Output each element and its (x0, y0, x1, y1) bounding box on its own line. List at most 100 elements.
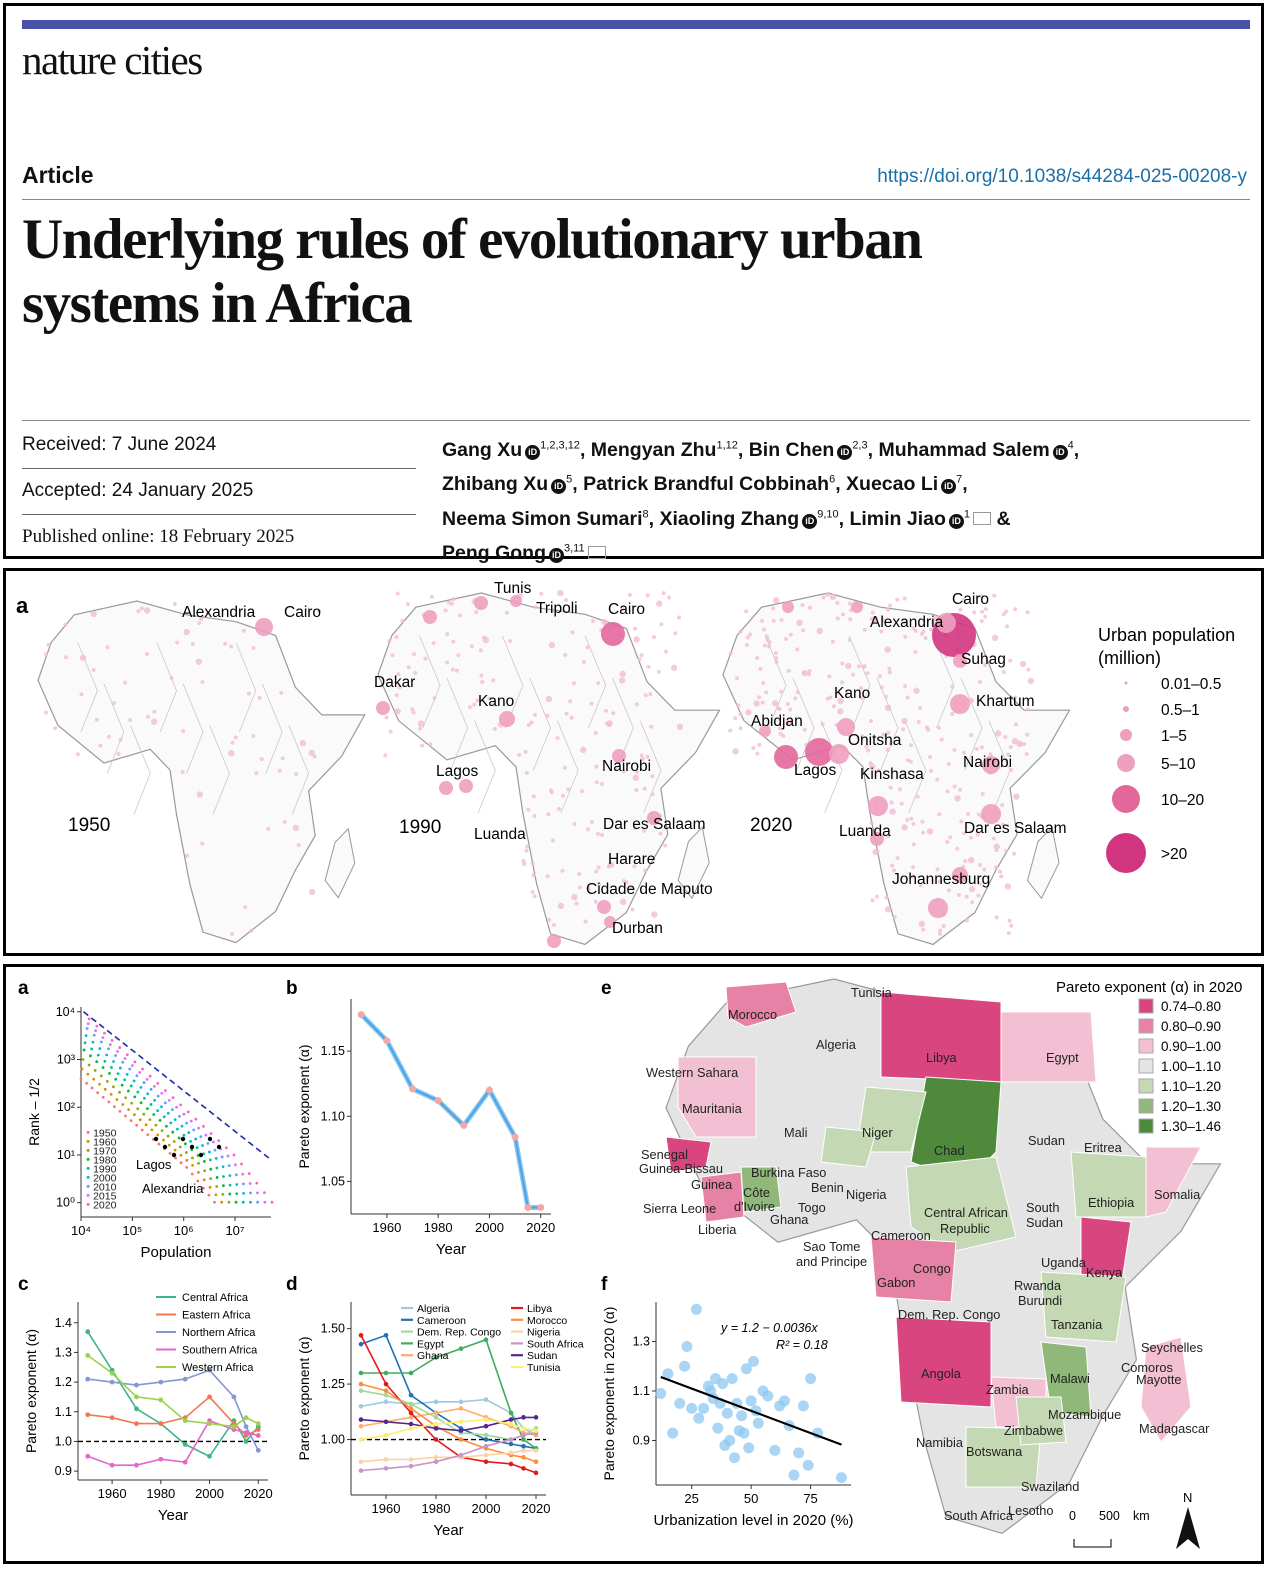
author[interactable]: Xuecao Li iD7, (846, 473, 968, 495)
settlement-dot (952, 747, 957, 752)
rank-point (173, 1118, 177, 1122)
author[interactable]: Gang Xu iD1,2,3,12, (442, 438, 591, 461)
data-point (458, 1452, 464, 1458)
settlement-dot (294, 772, 299, 777)
settlement-dot (312, 754, 317, 759)
settlement-dot (946, 762, 951, 767)
rank-point (96, 1053, 100, 1057)
settlement-dot (884, 694, 889, 699)
settlement-dot (406, 665, 411, 670)
email-icon[interactable] (587, 546, 606, 559)
author[interactable]: Peng Gong iD3,11 (442, 542, 606, 564)
settlement-dot (901, 717, 908, 725)
rank-point (129, 1119, 133, 1123)
y-tick-label: 1.00 (321, 1433, 345, 1447)
rank-point (255, 1181, 259, 1185)
settlement-dot (517, 752, 522, 757)
author[interactable]: Limin Jiao iD1 & (849, 507, 1011, 530)
orcid-icon[interactable]: iD (941, 479, 957, 494)
settlement-dot (551, 922, 556, 927)
orcid-icon[interactable]: iD (525, 444, 541, 460)
data-point (85, 1412, 91, 1418)
settlement-dot (394, 693, 399, 698)
orcid-icon[interactable]: iD (948, 513, 964, 529)
author[interactable]: Xiaoling Zhang iD9,10, (659, 507, 850, 530)
settlement-dot (998, 700, 1003, 705)
settlement-dot (835, 600, 840, 605)
settlement-dot (450, 667, 455, 672)
y-tick-label: 0.9 (55, 1464, 72, 1478)
orcid-icon[interactable]: iD (549, 548, 564, 563)
rank-point (173, 1148, 177, 1152)
settlement-dot (649, 724, 654, 729)
settlement-dot (903, 634, 908, 639)
settlement-dot (180, 770, 185, 775)
settlement-dot (1009, 923, 1014, 928)
country-region (700, 1171, 745, 1223)
data-point (433, 1437, 439, 1442)
rank-point (139, 1101, 143, 1105)
x-tick-label: 10⁶ (174, 1223, 194, 1238)
affiliation-sup: 2,3 (852, 439, 868, 451)
y-tick-label: 1.2 (55, 1375, 72, 1389)
orcid-icon[interactable]: iD (551, 479, 567, 494)
city-label: Kano (834, 685, 870, 702)
scatter-point (726, 1373, 738, 1385)
city-label: Johannesburg (892, 871, 990, 888)
city-label: Cairo (608, 601, 645, 618)
settlement-dot (869, 718, 874, 723)
rank-point (101, 1066, 105, 1069)
author[interactable]: Zhibang Xu iD5, (442, 473, 584, 495)
settlement-dot (449, 601, 454, 606)
chart-c: 1960 1980 2000 2020 0.9 1.0 1.1 1.2 1.3 1.4 Year Pa… (23, 1292, 273, 1524)
settlement-dot (388, 729, 393, 734)
orcid-icon[interactable]: iD (802, 513, 818, 529)
email-icon[interactable] (973, 511, 992, 525)
country-label: Ghana (770, 1212, 809, 1227)
rank-point (133, 1095, 137, 1099)
author[interactable]: Neema Simon Sumari8, (442, 507, 660, 530)
doi-link[interactable]: https://doi.org/10.1038/s44284-025-00208… (877, 166, 1247, 187)
settlement-dot (524, 848, 529, 853)
highlight-point (207, 1136, 213, 1142)
rank-point (162, 1115, 166, 1119)
data-point (383, 1392, 389, 1398)
settlement-dot (760, 618, 765, 623)
legend-label: 1.00–1.10 (1161, 1059, 1221, 1074)
legend-bubble (1124, 681, 1128, 685)
rank-point (87, 1063, 91, 1067)
rank-point (146, 1092, 150, 1096)
author[interactable]: Patrick Brandful Cobbinah6, (583, 473, 847, 495)
affiliation-sup: 4 (1067, 439, 1074, 451)
orcid-icon[interactable]: iD (837, 444, 853, 460)
data-point (408, 1463, 414, 1469)
rank-point (184, 1142, 187, 1146)
settlement-dot (861, 664, 866, 669)
affiliation-sup: 1 (963, 508, 971, 520)
country-label: Guinea-Bissau (639, 1161, 723, 1176)
city-bubble (547, 934, 561, 948)
settlement-dot (877, 674, 882, 679)
settlement-dot (859, 695, 864, 700)
settlement-dot (525, 844, 530, 849)
affiliation-sup: 8 (642, 508, 649, 520)
settlement-dot (918, 883, 923, 888)
country-region (677, 1056, 757, 1138)
data-point (524, 1203, 532, 1211)
rank-point (168, 1151, 172, 1155)
settlement-dot (844, 691, 849, 696)
data-point (207, 1367, 212, 1373)
author[interactable]: Mengyan Zhu1,12, (590, 438, 749, 461)
rank-point (202, 1124, 205, 1128)
orcid-icon[interactable]: iD (1052, 444, 1068, 460)
author[interactable]: Muhammad Salem iD4, (878, 438, 1080, 461)
author[interactable]: Bin Chen iD2,3, (748, 438, 879, 461)
affiliation-sup: 1,2,3,12 (540, 439, 580, 451)
x-tick-label: 1960 (372, 1220, 401, 1235)
settlement-dot (954, 795, 961, 802)
data-point (460, 1121, 468, 1129)
data-point (383, 1432, 389, 1438)
highlight-point (198, 1152, 204, 1158)
legend-label: Cameroon (417, 1315, 466, 1327)
panel-label-f: f (601, 1274, 608, 1295)
